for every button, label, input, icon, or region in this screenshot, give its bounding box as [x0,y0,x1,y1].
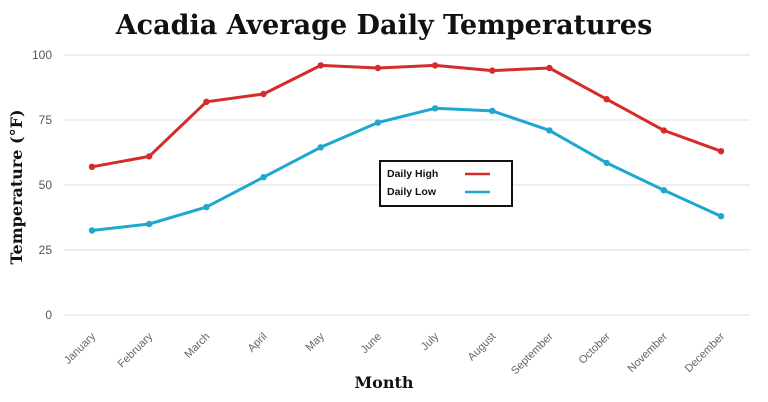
x-tick-label: September [509,330,556,377]
data-point-daily-low [660,187,668,194]
x-axis-ticks: January February March April May June July Augu… [62,330,727,377]
data-point-daily-high [317,62,324,69]
data-point-daily-high [717,148,725,155]
data-point-daily-high [489,67,496,74]
data-point-daily-high [660,127,668,134]
data-point-daily-high [546,64,553,72]
data-point-daily-low [88,227,96,234]
x-tick-label: August [466,331,499,364]
x-tick-label: July [419,330,442,353]
series-line-daily-high [91,63,722,169]
data-point-daily-high [603,96,610,103]
series-lines [88,62,725,234]
data-point-daily-low [374,119,382,126]
x-tick-label: November [626,330,671,375]
data-point-daily-high [260,90,267,98]
x-tick-label: January [62,330,99,367]
data-point-daily-high [374,64,382,72]
series-line-daily-low [91,106,722,232]
data-point-daily-low [145,220,153,228]
data-point-daily-low [260,174,267,181]
legend: Daily High Daily Low [379,160,513,207]
y-axis-ticks: 0 25 50 75 100 [32,48,52,322]
x-tick-label: December [683,330,728,375]
data-point-daily-low [489,107,496,115]
x-tick-label: May [304,330,328,354]
y-tick-label: 75 [39,113,53,127]
x-tick-label: June [359,331,384,356]
y-tick-label: 0 [45,308,52,322]
data-point-daily-low [317,144,324,151]
data-point-daily-low [717,213,725,220]
legend-box [379,160,513,207]
legend-label-daily-high: Daily High [387,168,438,180]
x-axis-title: Month [354,373,413,392]
data-point-daily-low [603,159,610,167]
x-tick-label: April [246,331,270,355]
data-point-daily-high [431,62,439,69]
data-point-daily-low [431,105,439,112]
data-point-daily-high [88,163,96,170]
x-tick-label: February [116,330,156,370]
data-point-daily-low [203,203,210,211]
y-tick-label: 100 [32,48,52,62]
x-tick-label: March [182,331,212,361]
data-point-daily-high [203,98,210,106]
chart-title: Acadia Average Daily Temperatures [115,10,653,41]
y-tick-label: 50 [39,178,53,192]
legend-label-daily-low: Daily Low [387,186,437,198]
y-axis-title: Temperature (°F) [7,109,26,264]
data-point-daily-high [145,153,153,160]
data-point-daily-low [546,127,553,134]
x-tick-label: October [577,330,613,366]
y-tick-label: 25 [39,243,53,257]
